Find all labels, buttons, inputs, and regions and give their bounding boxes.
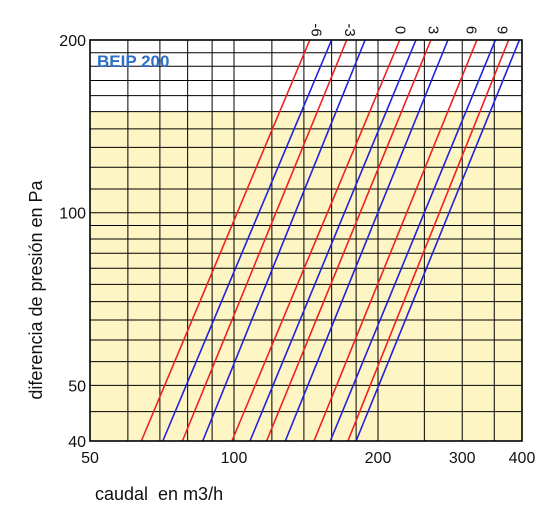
series-line-11 xyxy=(347,39,510,442)
y-tick-label: 200 xyxy=(59,33,86,50)
series-line-6 xyxy=(249,39,417,442)
plot-frame xyxy=(89,39,523,442)
series-line-9 xyxy=(313,39,478,442)
series-line-12 xyxy=(355,39,521,442)
series-line-4 xyxy=(201,39,366,442)
top-line-labels: -6 -3 0 3 6 9 xyxy=(307,23,510,36)
top-line-label: 3 xyxy=(425,26,442,34)
y-tick-labels: 40 50 100 200 xyxy=(59,33,86,451)
top-line-label: 0 xyxy=(392,26,409,34)
top-line-label: 6 xyxy=(462,26,479,34)
top-line-label: 9 xyxy=(493,26,510,34)
series-line-7 xyxy=(265,39,432,442)
x-tick-label: 50 xyxy=(81,450,99,467)
shaded-region xyxy=(90,111,522,441)
y-axis-title: diferencia de presión en Pa xyxy=(26,179,46,399)
x-axis-title: caudal en m3/h xyxy=(95,484,223,504)
x-tick-labels: 50 100 200 300 400 xyxy=(81,450,535,467)
series-line-5 xyxy=(231,39,401,442)
top-line-label: -3 xyxy=(341,23,358,36)
shaded-region-layer xyxy=(90,111,522,441)
y-tick-label: 100 xyxy=(59,206,86,223)
y-tick-label: 50 xyxy=(68,378,86,395)
series-line-1 xyxy=(140,39,311,442)
series-line-2 xyxy=(162,39,333,442)
x-tick-label: 300 xyxy=(449,450,476,467)
y-tick-label: 40 xyxy=(68,434,86,451)
series-line-3 xyxy=(181,39,348,442)
x-tick-label: 400 xyxy=(509,450,536,467)
series-line-10 xyxy=(329,39,497,442)
x-tick-label: 100 xyxy=(221,450,248,467)
chart-title: BEIP 200 xyxy=(97,52,169,71)
top-line-label: -6 xyxy=(307,23,324,36)
grid-layer xyxy=(89,39,523,442)
x-tick-label: 200 xyxy=(365,450,392,467)
series-layer xyxy=(140,39,521,442)
series-line-8 xyxy=(284,39,449,442)
